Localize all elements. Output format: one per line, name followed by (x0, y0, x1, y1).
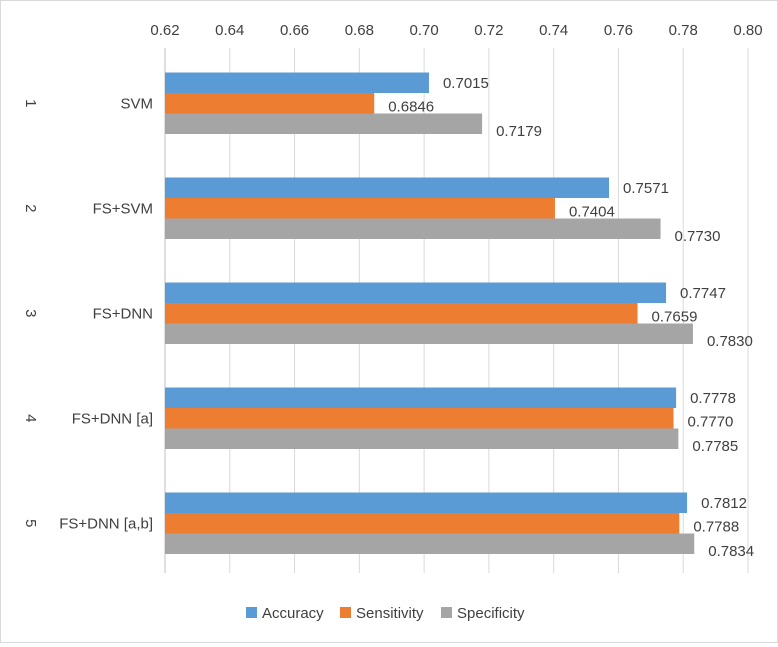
data-label: 0.7015 (443, 75, 489, 92)
x-tick-label: 0.66 (280, 22, 309, 39)
category-number: 2 (22, 204, 39, 212)
data-label: 0.7571 (623, 180, 669, 197)
data-label: 0.7788 (693, 518, 739, 535)
data-label: 0.7834 (708, 543, 754, 560)
x-tick-label: 0.80 (733, 22, 762, 39)
data-label: 0.7812 (701, 495, 747, 512)
data-label: 0.7785 (692, 438, 738, 455)
category-label: FS+SVM (93, 200, 153, 217)
bar (165, 323, 693, 344)
bar (165, 177, 610, 198)
data-label: 0.7404 (569, 203, 615, 220)
bar (165, 533, 695, 554)
legend-label: Sensitivity (356, 605, 424, 622)
bar (165, 408, 674, 429)
category-label: FS+DNN [a,b] (59, 515, 153, 532)
data-label: 0.7830 (707, 333, 753, 350)
bar (165, 218, 661, 239)
bar (165, 198, 555, 219)
legend-swatch (246, 607, 257, 618)
x-tick-label: 0.76 (604, 22, 633, 39)
x-tick-label: 0.70 (410, 22, 439, 39)
category-number: 3 (22, 309, 39, 317)
bar (165, 513, 680, 534)
data-label: 0.7747 (680, 285, 726, 302)
bar (165, 113, 483, 134)
legend-label: Accuracy (262, 605, 324, 622)
data-label: 0.7730 (675, 228, 721, 245)
x-tick-label: 0.68 (345, 22, 374, 39)
data-label: 0.7770 (688, 413, 734, 430)
category-number: 1 (22, 99, 39, 107)
x-tick-label: 0.62 (150, 22, 179, 39)
legend-swatch (340, 607, 351, 618)
x-tick-label: 0.74 (539, 22, 568, 39)
legend-label: Specificity (457, 605, 525, 622)
category-label: FS+DNN (93, 305, 153, 322)
bar (165, 428, 679, 449)
bar (165, 72, 429, 93)
bar (165, 387, 677, 408)
data-label: 0.7778 (690, 390, 736, 407)
data-label: 0.6846 (388, 98, 434, 115)
bar (165, 93, 375, 114)
data-label: 0.7179 (496, 123, 542, 140)
x-tick-label: 0.64 (215, 22, 244, 39)
bar (165, 303, 638, 324)
bar (165, 282, 667, 303)
category-label: SVM (120, 95, 153, 112)
category-label: FS+DNN [a] (72, 410, 153, 427)
category-number: 5 (22, 519, 39, 527)
bar (165, 492, 688, 513)
x-tick-label: 0.72 (474, 22, 503, 39)
data-label: 0.7659 (652, 308, 698, 325)
category-number: 4 (22, 414, 39, 422)
x-tick-label: 0.78 (669, 22, 698, 39)
legend-swatch (441, 607, 452, 618)
